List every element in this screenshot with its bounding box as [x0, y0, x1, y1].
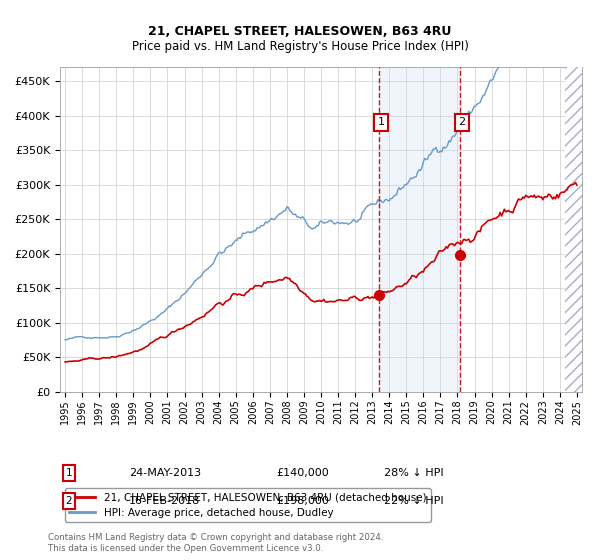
- Text: £198,000: £198,000: [276, 496, 329, 506]
- Text: 28% ↓ HPI: 28% ↓ HPI: [384, 468, 443, 478]
- Text: Contains HM Land Registry data © Crown copyright and database right 2024.
This d: Contains HM Land Registry data © Crown c…: [48, 533, 383, 553]
- Text: 22% ↓ HPI: 22% ↓ HPI: [384, 496, 443, 506]
- Text: 24-MAY-2013: 24-MAY-2013: [129, 468, 201, 478]
- Text: 16-FEB-2018: 16-FEB-2018: [129, 496, 200, 506]
- Legend: 21, CHAPEL STREET, HALESOWEN, B63 4RU (detached house), HPI: Average price, deta: 21, CHAPEL STREET, HALESOWEN, B63 4RU (d…: [65, 488, 431, 522]
- Text: 1: 1: [378, 118, 385, 128]
- Text: 21, CHAPEL STREET, HALESOWEN, B63 4RU: 21, CHAPEL STREET, HALESOWEN, B63 4RU: [148, 25, 452, 38]
- Text: 2: 2: [458, 118, 466, 128]
- Text: £140,000: £140,000: [276, 468, 329, 478]
- Bar: [565, 67, 590, 392]
- Text: 2: 2: [65, 496, 73, 506]
- Bar: [379, 67, 460, 392]
- Text: 1: 1: [65, 468, 73, 478]
- Text: Price paid vs. HM Land Registry's House Price Index (HPI): Price paid vs. HM Land Registry's House …: [131, 40, 469, 53]
